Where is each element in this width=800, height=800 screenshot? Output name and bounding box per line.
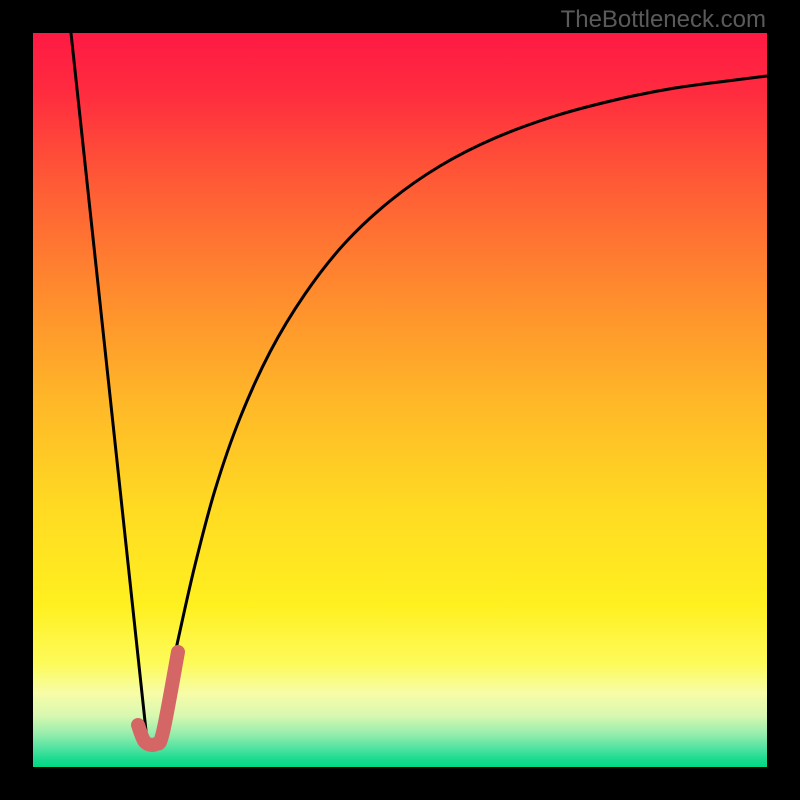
watermark-text: TheBottleneck.com	[561, 6, 766, 34]
chart-container: TheBottleneck.com	[0, 0, 800, 800]
left-descending-line	[71, 33, 147, 740]
curve-layer	[0, 0, 800, 800]
right-rising-curve	[156, 76, 767, 740]
